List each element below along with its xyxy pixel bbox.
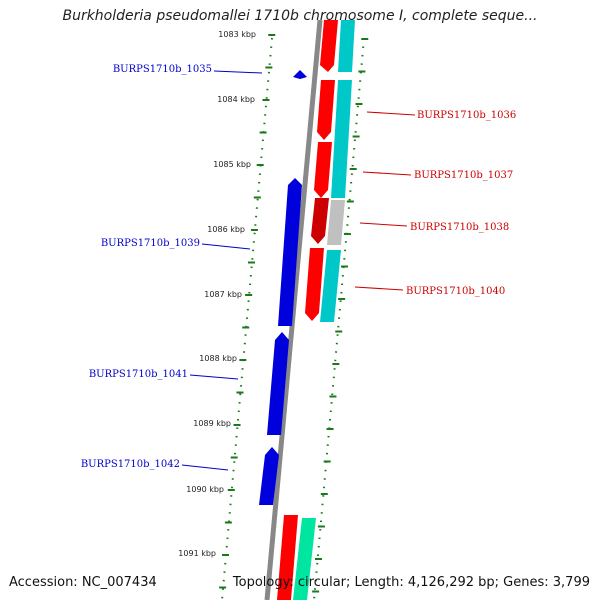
accession-text: Accession: NC_007434 bbox=[9, 575, 157, 590]
kbp-label: 1088 kbp bbox=[199, 354, 237, 363]
kbp-label: 1089 kbp bbox=[193, 419, 231, 428]
label-connector bbox=[362, 171, 412, 176]
gene-label-burps1710b-1042[interactable]: BURPS1710b_1042 bbox=[81, 459, 180, 470]
left-ruler bbox=[221, 37, 273, 600]
label-connector bbox=[181, 464, 229, 471]
forward-gene[interactable] bbox=[277, 515, 298, 600]
cds-feature[interactable] bbox=[338, 20, 355, 72]
forward-gene[interactable] bbox=[320, 20, 338, 72]
reverse-gene-labels: BURPS1710b_1035 BURPS1710b_1039 BURPS171… bbox=[81, 64, 263, 471]
reverse-gene[interactable] bbox=[278, 178, 302, 326]
right-major-ticks bbox=[312, 38, 369, 593]
cds-track bbox=[293, 20, 355, 600]
kbp-label: 1084 kbp bbox=[217, 95, 255, 104]
cds-feature[interactable] bbox=[293, 518, 316, 600]
forward-gene[interactable] bbox=[314, 142, 332, 198]
chromosome-backbone bbox=[264, 19, 323, 600]
gene-label-burps1710b-1036[interactable]: BURPS1710b_1036 bbox=[417, 110, 516, 121]
forward-gene[interactable] bbox=[317, 80, 335, 140]
label-connector bbox=[201, 243, 251, 250]
gene-label-burps1710b-1037[interactable]: BURPS1710b_1037 bbox=[414, 170, 513, 181]
map-title: Burkholderia pseudomallei 1710b chromoso… bbox=[62, 8, 538, 24]
topology-summary: Topology: circular; Length: 4,126,292 bp… bbox=[232, 575, 590, 590]
reverse-gene[interactable] bbox=[293, 70, 307, 79]
forward-strand-genes bbox=[277, 20, 338, 600]
left-major-ticks bbox=[219, 34, 276, 589]
kbp-axis-labels: 1083 kbp 1084 kbp 1085 kbp 1086 kbp 1087… bbox=[178, 30, 256, 558]
cds-feature[interactable] bbox=[331, 80, 352, 198]
label-connector bbox=[189, 374, 239, 380]
reverse-gene[interactable] bbox=[267, 332, 289, 435]
cds-feature[interactable] bbox=[320, 250, 341, 322]
reverse-gene[interactable] bbox=[259, 447, 279, 505]
label-connector bbox=[354, 286, 404, 291]
gene-label-burps1710b-1040[interactable]: BURPS1710b_1040 bbox=[406, 286, 505, 297]
label-connector bbox=[213, 70, 263, 74]
forward-gene[interactable] bbox=[311, 198, 329, 244]
kbp-label: 1083 kbp bbox=[218, 30, 256, 39]
cds-feature[interactable] bbox=[327, 200, 345, 245]
label-connector bbox=[359, 222, 408, 227]
right-ruler bbox=[313, 37, 365, 600]
kbp-label: 1086 kbp bbox=[207, 225, 245, 234]
forward-gene-labels: BURPS1710b_1036 BURPS1710b_1037 BURPS171… bbox=[354, 110, 516, 297]
gene-label-burps1710b-1035[interactable]: BURPS1710b_1035 bbox=[113, 64, 212, 75]
kbp-label: 1085 kbp bbox=[213, 160, 251, 169]
kbp-label: 1091 kbp bbox=[178, 549, 216, 558]
forward-gene[interactable] bbox=[305, 248, 324, 321]
kbp-label: 1090 kbp bbox=[186, 485, 224, 494]
reverse-strand-genes bbox=[259, 70, 307, 505]
gene-label-burps1710b-1038[interactable]: BURPS1710b_1038 bbox=[410, 222, 509, 233]
kbp-label: 1087 kbp bbox=[204, 290, 242, 299]
label-connector bbox=[366, 111, 416, 116]
gene-label-burps1710b-1041[interactable]: BURPS1710b_1041 bbox=[89, 369, 188, 380]
gene-label-burps1710b-1039[interactable]: BURPS1710b_1039 bbox=[101, 238, 200, 249]
